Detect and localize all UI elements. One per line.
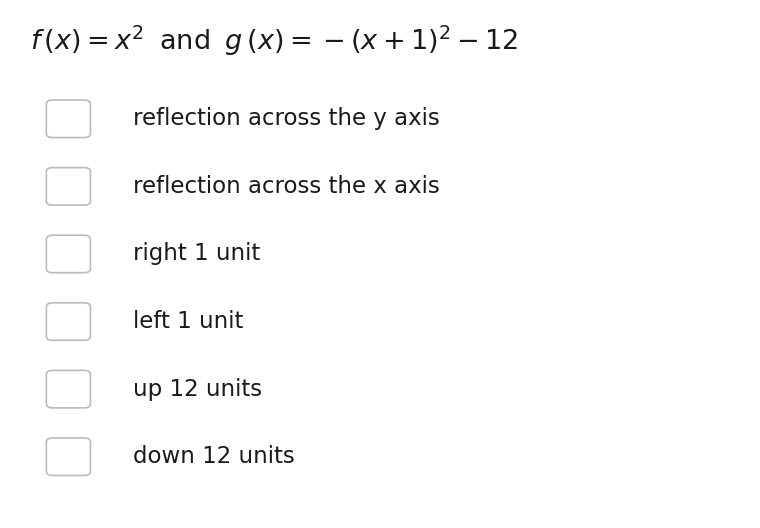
Text: right 1 unit: right 1 unit xyxy=(133,242,260,266)
Text: reflection across the y axis: reflection across the y axis xyxy=(133,107,440,130)
Text: $f\,(x) = x^2 \;\; \mathrm{and} \;\; g\,(x) = -(x+1)^2 - 12$: $f\,(x) = x^2 \;\; \mathrm{and} \;\; g\,… xyxy=(30,24,519,58)
FancyBboxPatch shape xyxy=(46,303,90,341)
FancyBboxPatch shape xyxy=(46,100,90,137)
FancyBboxPatch shape xyxy=(46,167,90,205)
FancyBboxPatch shape xyxy=(46,438,90,475)
FancyBboxPatch shape xyxy=(46,371,90,408)
Text: reflection across the x axis: reflection across the x axis xyxy=(133,175,440,198)
Text: left 1 unit: left 1 unit xyxy=(133,310,243,333)
FancyBboxPatch shape xyxy=(46,235,90,272)
Text: down 12 units: down 12 units xyxy=(133,445,295,468)
Text: up 12 units: up 12 units xyxy=(133,378,262,401)
